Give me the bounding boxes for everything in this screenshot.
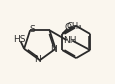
- Text: N: N: [33, 55, 40, 64]
- Text: CH₃: CH₃: [66, 22, 82, 31]
- Text: O: O: [64, 23, 71, 32]
- Text: N: N: [49, 46, 56, 55]
- Text: S: S: [29, 25, 35, 34]
- Text: NH: NH: [63, 36, 76, 45]
- Text: HS: HS: [13, 35, 25, 44]
